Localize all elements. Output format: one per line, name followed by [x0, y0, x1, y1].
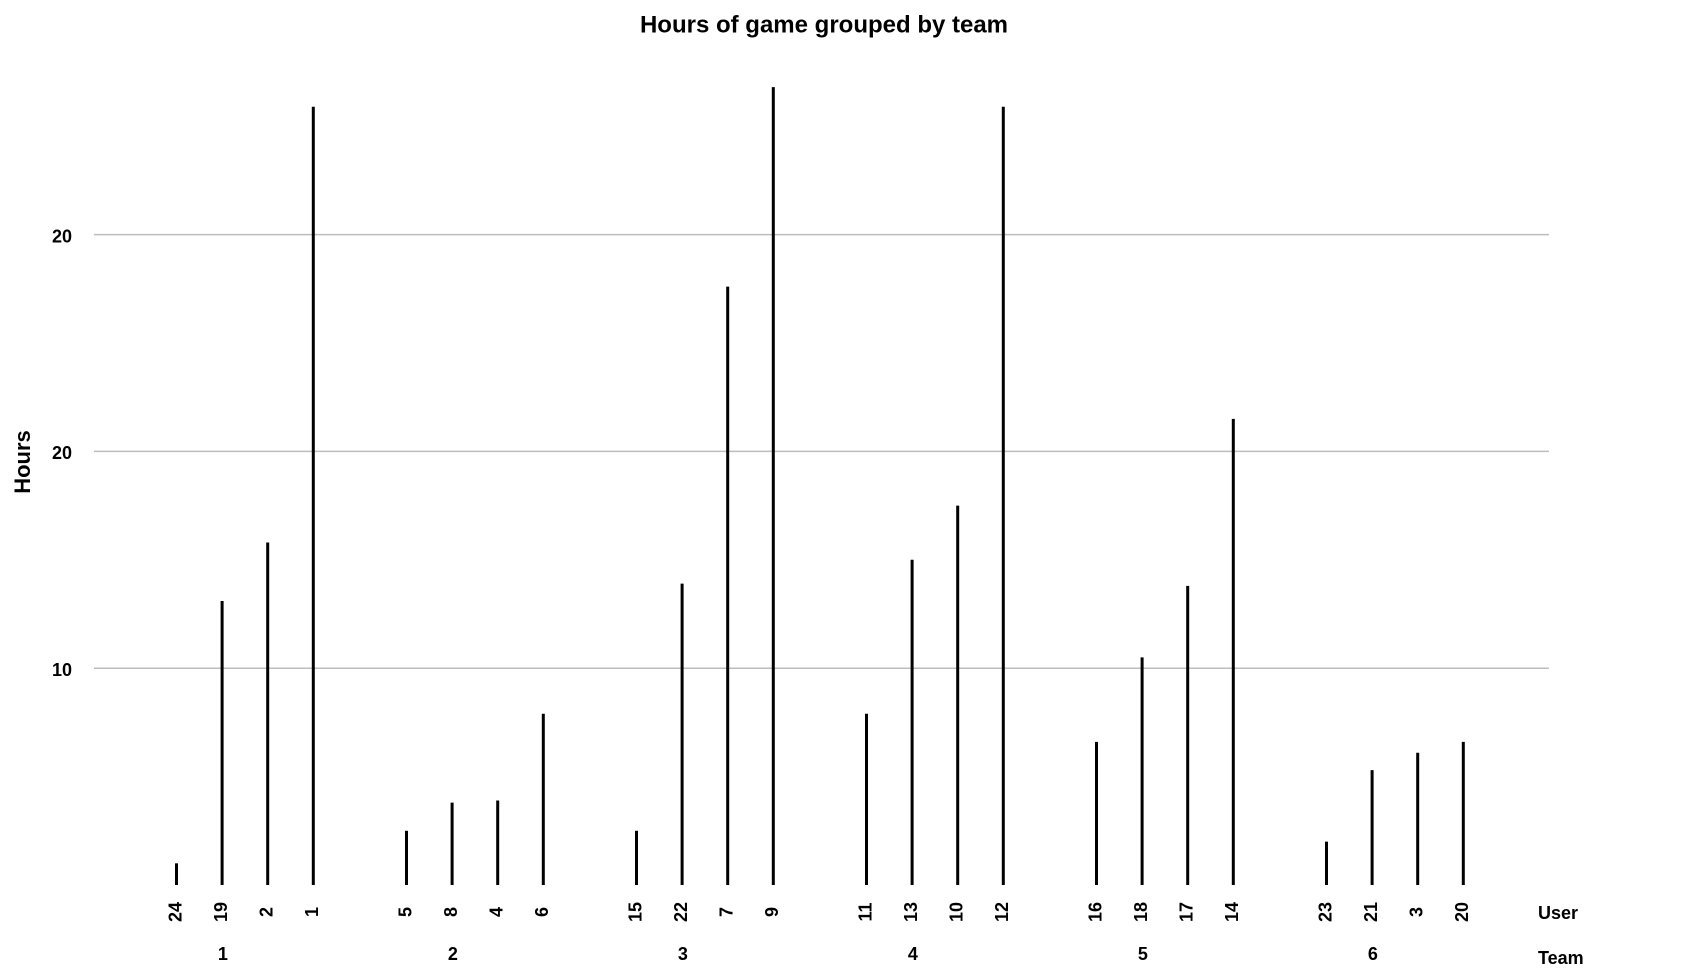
x-tick-label: 12: [992, 902, 1012, 922]
x-tick-label: 19: [211, 902, 231, 922]
group-label: 2: [448, 944, 458, 964]
x-tick-label: 7: [716, 907, 736, 917]
group-label: 1: [218, 944, 228, 964]
y-axis-label: Hours: [10, 430, 35, 494]
x-tick-label: 8: [441, 907, 461, 917]
x-tick-label: 13: [901, 902, 921, 922]
x-tick-label: 20: [1452, 902, 1472, 922]
x-tick-label: 15: [625, 902, 645, 922]
x-tick-label: 23: [1315, 902, 1335, 922]
group-axis-label: Team: [1538, 948, 1584, 968]
x-tick-label: 14: [1222, 902, 1242, 922]
x-tick-label: 4: [486, 907, 506, 917]
group-label: 6: [1368, 944, 1378, 964]
x-tick-label: 24: [165, 902, 185, 922]
x-tick-label: 6: [532, 907, 552, 917]
x-tick-label: 21: [1361, 902, 1381, 922]
x-tick-label: 1: [302, 907, 322, 917]
group-label: 5: [1138, 944, 1148, 964]
x-tick-label: 2: [256, 907, 276, 917]
y-tick-label: 10: [52, 660, 72, 680]
group-label: 4: [908, 944, 918, 964]
x-tick-label: 16: [1085, 902, 1105, 922]
x-tick-label: 5: [395, 907, 415, 917]
y-tick-label: 20: [52, 443, 72, 463]
y-tick-label: 20: [52, 226, 72, 246]
chart-title: Hours of game grouped by team: [640, 11, 1008, 38]
x-tick-label: 11: [855, 902, 875, 921]
x-axis-label: User: [1538, 903, 1578, 923]
group-label: 3: [678, 944, 688, 964]
x-tick-label: 10: [946, 902, 966, 922]
x-tick-label: 3: [1406, 907, 1426, 917]
x-tick-label: 17: [1176, 902, 1196, 922]
x-tick-label: 18: [1131, 902, 1151, 922]
x-tick-label: 9: [762, 907, 782, 917]
x-tick-label: 22: [671, 902, 691, 922]
